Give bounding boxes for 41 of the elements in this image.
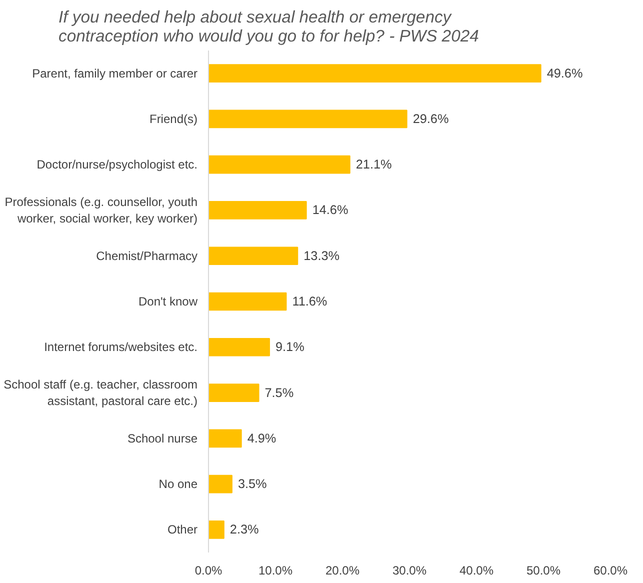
- bar: [208, 338, 270, 356]
- x-tick-label: 50.0%: [526, 564, 561, 578]
- data-label: 21.1%: [356, 158, 392, 172]
- x-tick-label: 20.0%: [325, 564, 360, 578]
- bar: [208, 201, 307, 220]
- data-label: 29.6%: [412, 112, 449, 126]
- bar: [208, 110, 408, 128]
- bar: [208, 520, 224, 539]
- y-tick-label: Chemist/Pharmacy: [96, 248, 198, 263]
- bar: [208, 246, 298, 266]
- data-label: 2.3%: [230, 522, 259, 537]
- x-tick-label: 0.0%: [194, 564, 223, 578]
- data-label: 3.5%: [238, 477, 267, 492]
- data-label: 7.5%: [264, 386, 294, 400]
- bar: [208, 429, 242, 448]
- data-label: 9.1%: [275, 340, 304, 354]
- x-tick-label: 10.0%: [258, 564, 293, 578]
- bar: [208, 292, 287, 311]
- bar: [208, 155, 350, 174]
- y-tick-label: School nurse: [127, 431, 198, 446]
- data-label: 4.9%: [247, 431, 276, 446]
- y-tick-label: Parent, family member or carer: [32, 66, 198, 80]
- data-label: 11.6%: [292, 294, 328, 308]
- chart-title: If you needed help about sexual health or emergency contraception who would you go to for help? - PWS 2024: [58, 8, 479, 46]
- bar: [208, 474, 232, 494]
- y-tick-label: Doctor/nurse/psychologist etc.: [36, 158, 198, 172]
- y-tick-label: Friend(s): [149, 112, 198, 126]
- x-tick-label: 60.0%: [593, 564, 628, 578]
- y-tick-label: Internet forums/websites etc.: [44, 340, 198, 354]
- y-tick-label: Don't know: [138, 294, 198, 308]
- x-tick-label: 40.0%: [459, 564, 494, 578]
- y-tick-label: Professionals (e.g. counsellor, youth worker, social worker, key worker): [4, 194, 198, 226]
- bar: [208, 384, 260, 402]
- x-tick-label: 30.0%: [392, 564, 427, 578]
- y-tick-label: School staff (e.g. teacher, classroom assistant, pastoral care etc.): [4, 377, 198, 408]
- bar: [208, 64, 542, 82]
- data-label: 13.3%: [304, 248, 340, 263]
- data-label: 14.6%: [312, 203, 348, 218]
- y-tick-label: Other: [167, 522, 198, 537]
- data-label: 49.6%: [546, 66, 583, 80]
- y-tick-label: No one: [158, 477, 198, 492]
